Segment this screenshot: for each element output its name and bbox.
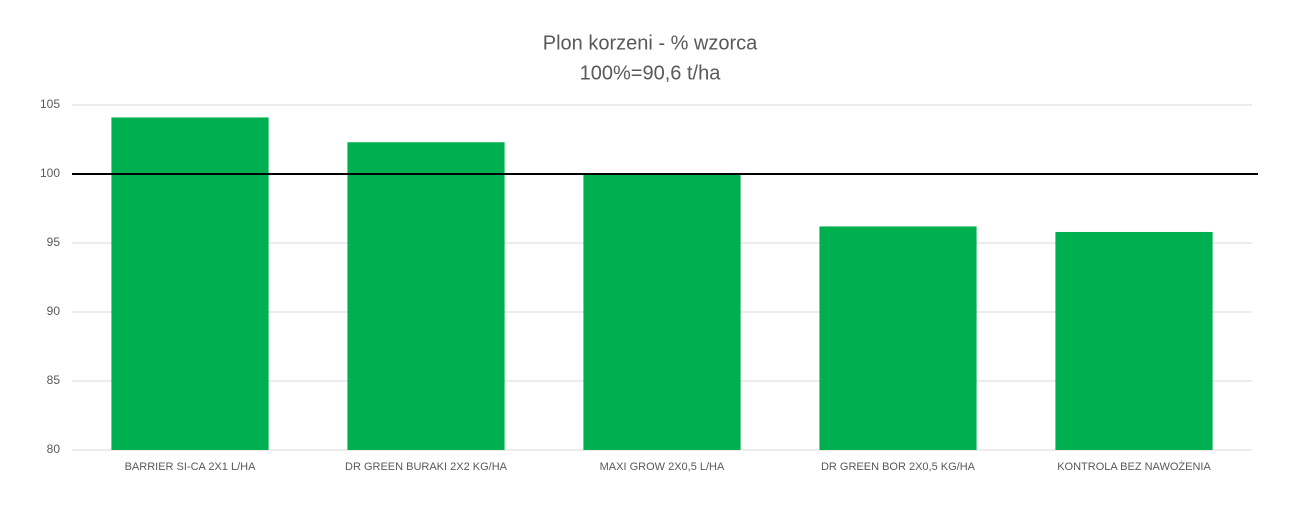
x-tick-label: BARRIER SI-CA 2X1 L/HA [125, 461, 256, 473]
y-tick-label: 95 [47, 235, 61, 249]
bar [1055, 231, 1213, 450]
bar [583, 174, 741, 450]
bar [819, 226, 977, 450]
y-tick-label: 100 [40, 166, 60, 180]
chart-subtitle: 100%=90,6 t/ha [580, 62, 722, 84]
y-tick-label: 85 [47, 373, 61, 387]
bar [111, 117, 269, 451]
x-tick-label: MAXI GROW 2X0,5 L/HA [600, 461, 725, 473]
x-tick-label: DR GREEN BURAKI 2X2 KG/HA [345, 461, 508, 473]
y-tick-label: 90 [47, 304, 61, 318]
y-tick-label: 105 [40, 97, 60, 111]
chart-title: Plon korzeni - % wzorca [543, 32, 758, 54]
x-tick-label: KONTROLA BEZ NAWOŻENIA [1057, 460, 1211, 473]
bar [347, 142, 505, 450]
x-tick-label: DR GREEN BOR 2X0,5 KG/HA [821, 461, 976, 473]
y-tick-label: 80 [47, 442, 61, 456]
